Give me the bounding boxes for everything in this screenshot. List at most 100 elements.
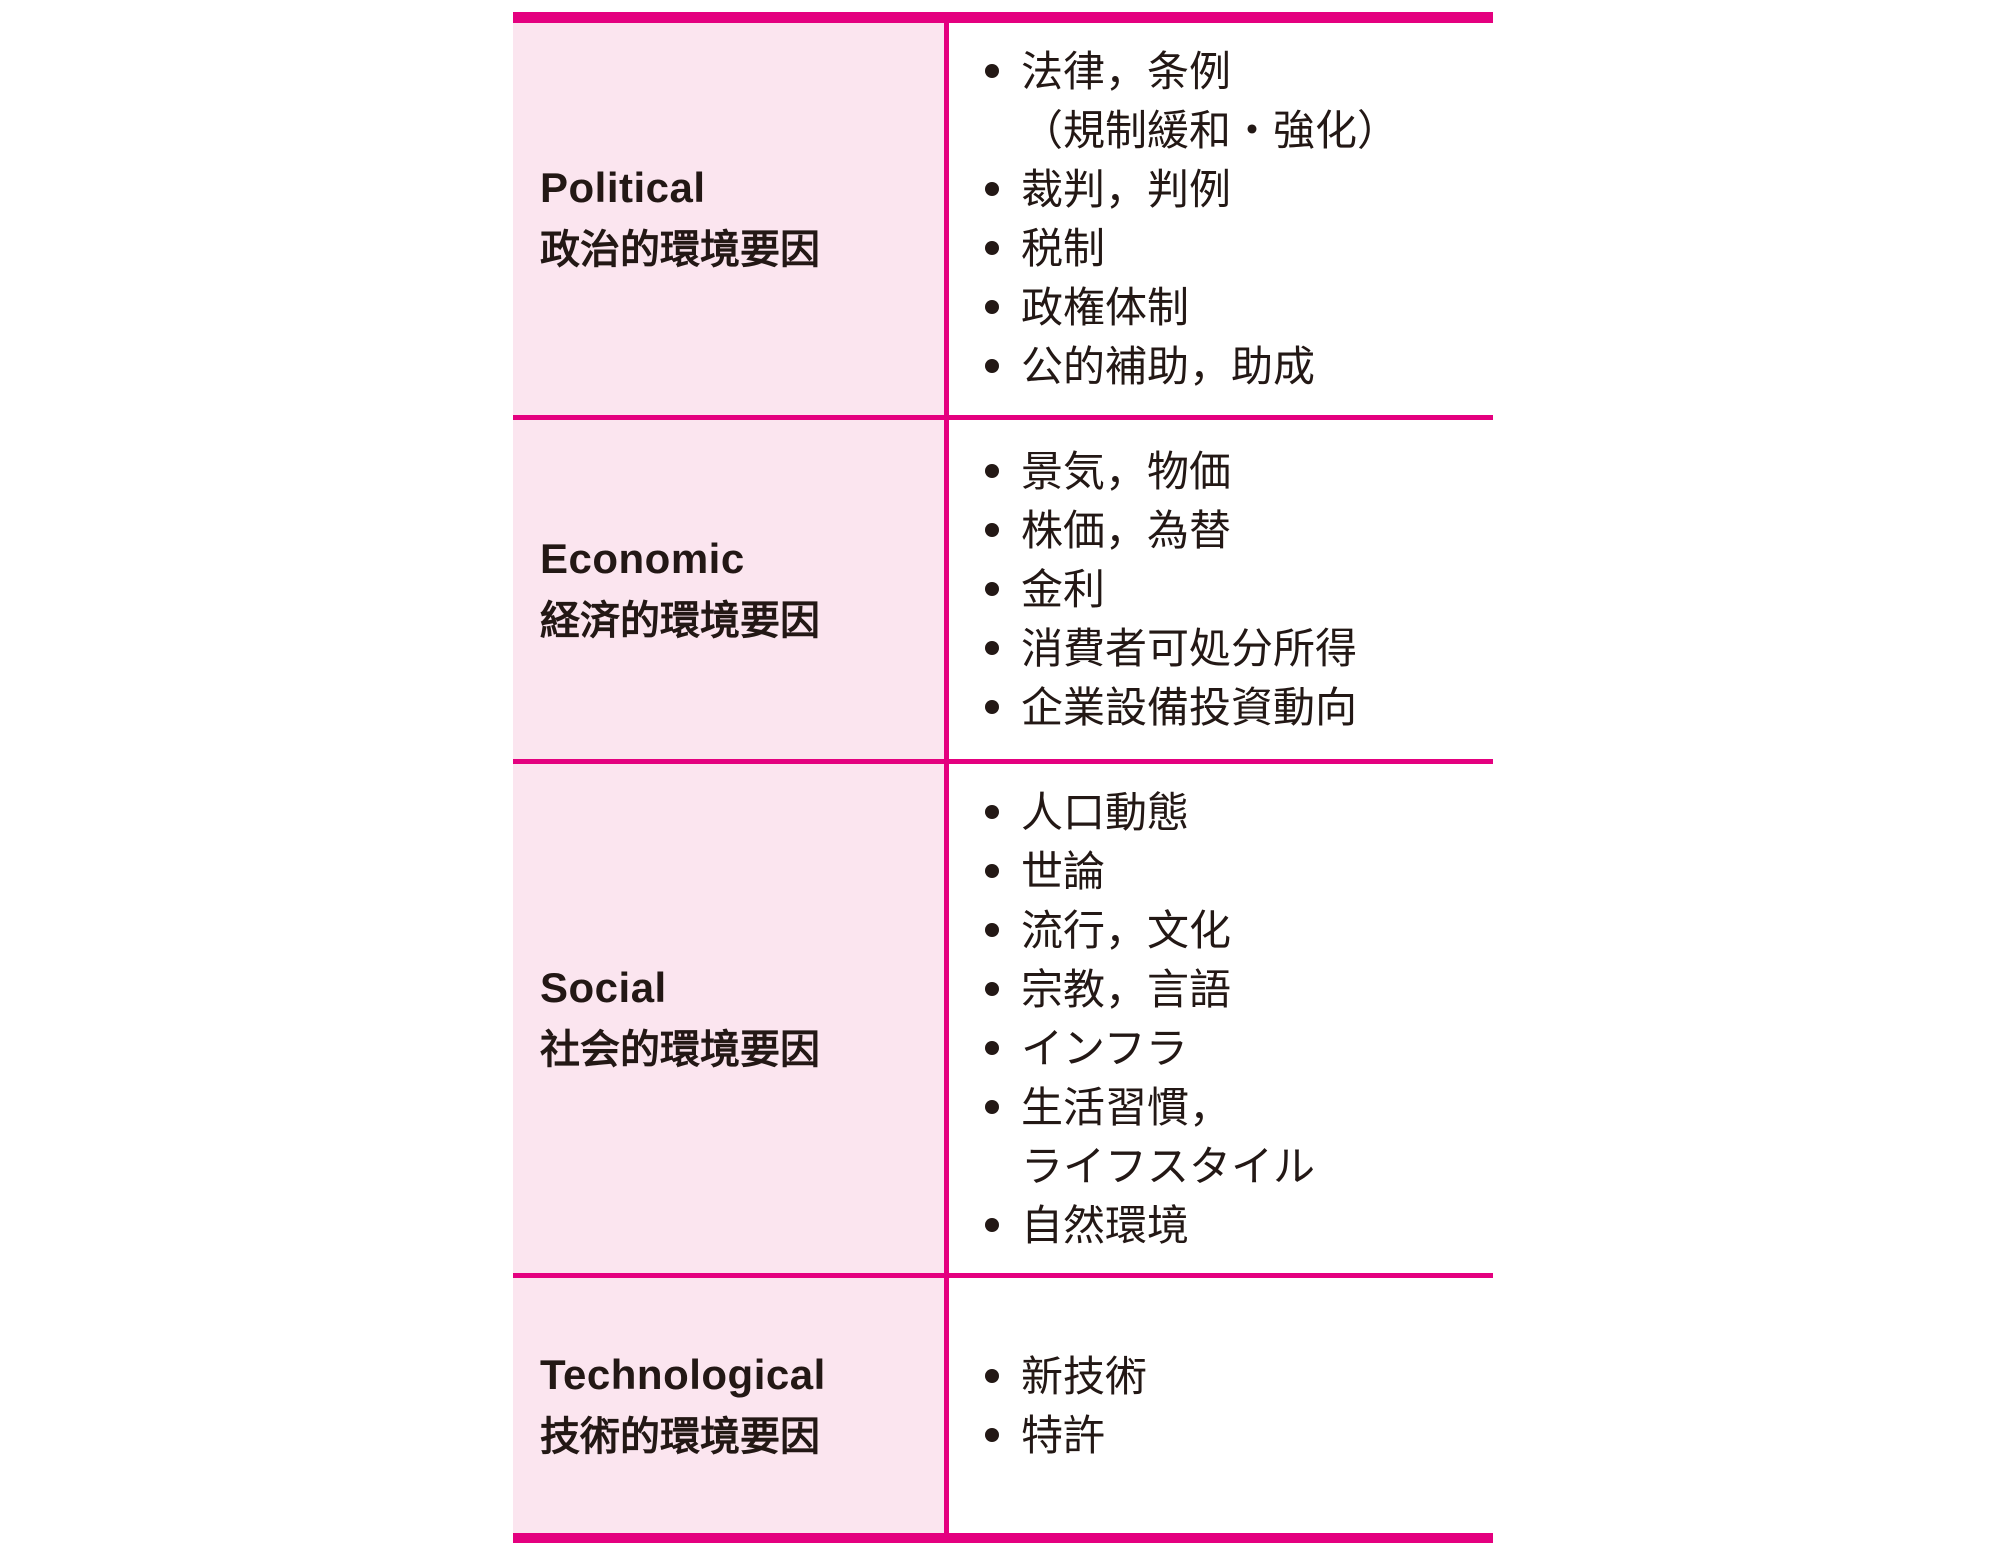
item-line: 人口動態 <box>1021 788 1190 836</box>
bullet-item-text: 新技術 <box>1021 1347 1147 1406</box>
bullet-item-text: 生活習慣， ライフスタイル <box>1021 1078 1315 1196</box>
bullet-item-text: インフラ <box>1021 1019 1188 1078</box>
column-divider-rule <box>944 420 949 759</box>
item-line: 流行，文化 <box>1021 906 1232 954</box>
item-line: 特許 <box>1021 1411 1106 1459</box>
bullet-item: 政権体制 <box>985 278 1493 337</box>
section-label: Social 社会的環境要因 <box>540 957 944 1081</box>
bullet-item: 税制 <box>985 219 1493 278</box>
section-items-cell: 法律，条例 （規制緩和・強化） 裁判，判例税制政権体制公的補助，助成 <box>949 23 1493 415</box>
bullet-dot-icon <box>985 359 999 373</box>
bullet-item-text: 人口動態 <box>1021 783 1189 842</box>
item-line: インフラ <box>1021 1024 1188 1072</box>
bullet-dot-icon <box>985 641 999 655</box>
item-line-wrap: （規制緩和・強化） <box>1021 107 1400 154</box>
bullet-dot-icon <box>985 981 999 996</box>
section-items-cell: 人口動態世論流行，文化宗教，言語インフラ生活習慣， ライフスタイル 自然環境 <box>949 764 1493 1273</box>
section-label: Economic 経済的環境要因 <box>540 528 944 652</box>
section-label-en: Political <box>540 164 706 211</box>
bullet-dot-icon <box>985 182 999 196</box>
bullet-dot-icon <box>985 1427 999 1442</box>
bullet-dot-icon <box>985 464 999 478</box>
table-row: Social 社会的環境要因 人口動態世論流行，文化宗教，言語インフラ生活習慣，… <box>513 759 1493 1273</box>
bullet-item-text: 景気，物価 <box>1021 442 1231 501</box>
section-label-cell: Economic 経済的環境要因 <box>513 420 944 759</box>
section-label-cell: Social 社会的環境要因 <box>513 764 944 1273</box>
item-line: 法律，条例 <box>1021 48 1232 95</box>
bullet-item: 景気，物価 <box>985 442 1493 501</box>
bullet-dot-icon <box>985 582 999 596</box>
item-line: 公的補助，助成 <box>1021 343 1316 390</box>
table-rows: Political 政治的環境要因 法律，条例 （規制緩和・強化） 裁判，判例 税制政… <box>513 23 1493 1533</box>
item-line: 生活習慣， <box>1021 1083 1232 1131</box>
item-line: 消費者可処分所得 <box>1021 625 1358 672</box>
bullet-item-text: 宗教，言語 <box>1021 960 1231 1019</box>
section-label-cell: Political 政治的環境要因 <box>513 23 944 415</box>
column-divider-rule <box>944 1278 949 1533</box>
bullet-item-text: 企業設備投資動向 <box>1021 678 1357 737</box>
bullet-item: 金利 <box>985 560 1493 619</box>
section-label-cell: Technological 技術的環境要因 <box>513 1278 944 1533</box>
bullet-item: インフラ <box>985 1019 1493 1078</box>
section-label-ja: 技術的環境要因 <box>540 1414 820 1459</box>
bullet-item: 法律，条例 （規制緩和・強化） <box>985 42 1493 160</box>
bullet-item: 宗教，言語 <box>985 960 1493 1019</box>
item-line: 政権体制 <box>1021 284 1190 331</box>
bullet-dot-icon <box>985 922 999 937</box>
section-items-cell: 景気，物価株価，為替金利消費者可処分所得 企業設備投資動向 <box>949 420 1493 759</box>
bullet-dot-icon <box>985 241 999 255</box>
bullet-dot-icon <box>985 300 999 314</box>
section-label: Political 政治的環境要因 <box>540 157 944 281</box>
item-line: 新技術 <box>1021 1352 1148 1400</box>
column-divider-rule <box>944 23 949 415</box>
item-line: 株価，為替 <box>1021 507 1232 554</box>
table-top-rule <box>513 12 1493 23</box>
bullet-item-text: 裁判，判例 <box>1021 160 1231 219</box>
item-line: 自然環境 <box>1021 1201 1190 1249</box>
bullet-item: 株価，為替 <box>985 501 1493 560</box>
bullet-item: 新技術 <box>985 1347 1493 1406</box>
item-line-wrap: ライフスタイル <box>1021 1142 1316 1190</box>
item-line: 企業設備投資動向 <box>1021 684 1358 731</box>
section-items-cell: 新技術 特許 <box>949 1278 1493 1533</box>
bullet-item: 公的補助，助成 <box>985 337 1493 396</box>
section-label-en: Technological <box>540 1350 826 1398</box>
section-label-ja: 政治的環境要因 <box>540 228 820 272</box>
bullet-dot-icon <box>985 523 999 537</box>
pest-table: Political 政治的環境要因 法律，条例 （規制緩和・強化） 裁判，判例 税制政… <box>513 12 1493 1543</box>
bullet-dot-icon <box>985 1099 999 1114</box>
bullet-dot-icon <box>985 1368 999 1383</box>
bullet-item: 流行，文化 <box>985 901 1493 960</box>
bullet-item: 消費者可処分所得 <box>985 619 1493 678</box>
bullet-item: 世論 <box>985 842 1493 901</box>
section-label-en: Economic <box>540 534 745 582</box>
table-row: Political 政治的環境要因 法律，条例 （規制緩和・強化） 裁判，判例 税制政… <box>513 23 1493 415</box>
section-label: Technological 技術的環境要因 <box>540 1344 944 1468</box>
item-line: 宗教，言語 <box>1021 965 1232 1013</box>
bullet-item-text: 金利 <box>1021 560 1105 619</box>
item-line: 金利 <box>1021 566 1106 613</box>
bullet-dot-icon <box>985 1040 999 1055</box>
section-label-ja: 経済的環境要因 <box>540 598 820 643</box>
bullet-dot-icon <box>985 1217 999 1232</box>
bullet-dot-icon <box>985 700 999 714</box>
section-label-ja: 社会的環境要因 <box>540 1027 820 1072</box>
bullet-item: 生活習慣， ライフスタイル <box>985 1078 1493 1196</box>
bullet-item: 自然環境 <box>985 1196 1493 1255</box>
bullet-item: 企業設備投資動向 <box>985 678 1493 737</box>
bullet-dot-icon <box>985 64 999 78</box>
item-line: 税制 <box>1021 225 1106 272</box>
bullet-item: 裁判，判例 <box>985 160 1493 219</box>
item-line: 裁判，判例 <box>1021 166 1232 213</box>
table-bottom-rule <box>513 1533 1493 1543</box>
bullet-item-text: 自然環境 <box>1021 1196 1189 1255</box>
bullet-dot-icon <box>985 804 999 819</box>
column-divider-rule <box>944 764 949 1273</box>
bullet-item-text: 法律，条例 （規制緩和・強化） <box>1021 42 1399 160</box>
bullet-item-text: 流行，文化 <box>1021 901 1231 960</box>
bullet-dot-icon <box>985 863 999 878</box>
bullet-item-text: 世論 <box>1021 842 1105 901</box>
bullet-item-text: 公的補助，助成 <box>1021 337 1315 396</box>
table-row: Economic 経済的環境要因 景気，物価株価，為替金利消費者可処分所得 企業設… <box>513 415 1493 759</box>
